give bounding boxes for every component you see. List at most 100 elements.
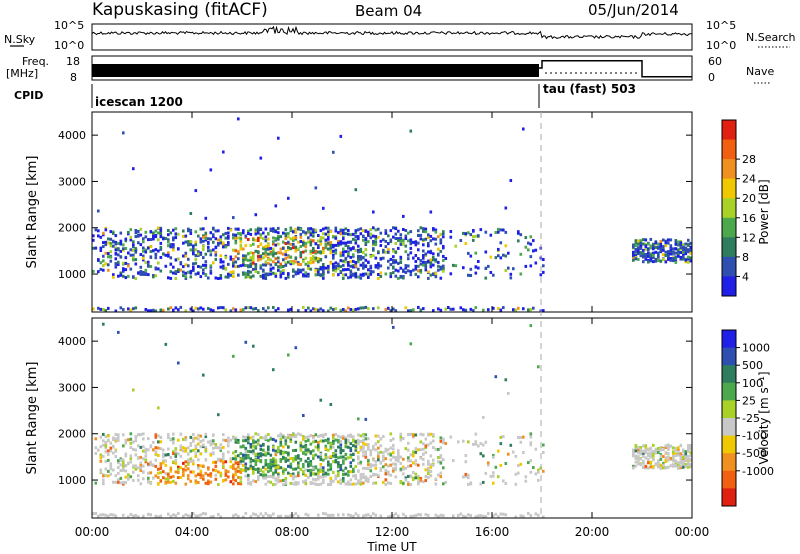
velocity-cell xyxy=(427,459,430,463)
velocity-cell xyxy=(474,432,478,436)
power-cell xyxy=(199,306,203,310)
velocity-cell xyxy=(379,450,383,454)
power-cell xyxy=(214,229,218,233)
power-cell xyxy=(309,238,313,242)
velocity-cell xyxy=(342,473,345,476)
velocity-cell xyxy=(204,435,208,439)
power-cell xyxy=(189,212,193,215)
power-cell xyxy=(359,306,363,310)
velocity-colorbar-swatch xyxy=(722,435,736,454)
power-cell xyxy=(169,256,173,260)
velocity-cell xyxy=(224,469,228,473)
power-colorbar-tick-label: 16 xyxy=(742,212,756,225)
velocity-cell xyxy=(652,465,655,469)
power-cell xyxy=(372,210,375,214)
velocity-cell xyxy=(249,460,253,464)
power-cell xyxy=(169,270,173,274)
velocity-cell xyxy=(642,451,645,455)
velocity-cell xyxy=(272,460,275,464)
power-cell xyxy=(392,259,395,262)
power-cell xyxy=(399,266,403,270)
velocity-cell xyxy=(309,468,313,472)
velocity-cell xyxy=(647,454,650,458)
velocity-cell xyxy=(679,461,683,465)
power-cell xyxy=(139,227,143,231)
velocity-cell xyxy=(637,462,640,466)
power-cell xyxy=(284,236,288,240)
velocity-cell xyxy=(129,446,133,450)
velocity-cell xyxy=(302,470,305,474)
velocity-cell xyxy=(402,467,405,471)
time-xlabel: Time UT xyxy=(366,540,417,554)
velocity-cell xyxy=(332,445,335,449)
velocity-cell xyxy=(362,445,365,448)
velocity-cell xyxy=(352,467,355,471)
velocity-cell xyxy=(219,474,223,478)
velocity-cell xyxy=(637,445,640,449)
power-cell xyxy=(132,253,135,257)
power-cell xyxy=(277,237,280,240)
velocity-cell xyxy=(352,444,355,448)
power-cell xyxy=(524,245,528,249)
velocity-cell xyxy=(122,433,125,437)
power-cell xyxy=(242,263,245,267)
velocity-cell xyxy=(687,447,690,450)
power-cell xyxy=(502,253,505,257)
power-cell xyxy=(247,265,250,269)
power-cell xyxy=(259,156,263,160)
velocity-cell xyxy=(127,473,130,477)
power-cell xyxy=(277,251,280,255)
power-cell xyxy=(632,258,635,262)
velocity-cell xyxy=(192,459,195,463)
velocity-cell xyxy=(369,469,373,473)
power-cell xyxy=(284,235,288,238)
power-cell xyxy=(119,273,123,277)
power-cell xyxy=(317,269,320,273)
power-cell xyxy=(117,242,120,245)
velocity-cell xyxy=(242,453,245,457)
velocity-cell xyxy=(302,480,305,484)
velocity-cell xyxy=(322,439,325,443)
power-cell xyxy=(407,309,410,313)
velocity-cell xyxy=(102,478,105,482)
power-cell xyxy=(264,239,268,243)
power-cell xyxy=(104,251,108,255)
power-cell xyxy=(317,257,320,260)
power-cell xyxy=(227,226,230,230)
velocity-cell xyxy=(684,455,688,459)
nsky-tick-high: 10^5 xyxy=(54,19,84,32)
velocity-cell xyxy=(484,471,488,475)
power-cell xyxy=(507,251,510,255)
power-cell xyxy=(104,309,108,313)
power-cell xyxy=(374,243,378,247)
power-colorbar-swatch xyxy=(722,237,736,258)
velocity-cell xyxy=(214,460,218,464)
power-cell xyxy=(182,274,185,278)
velocity-cell xyxy=(242,439,245,443)
power-cell xyxy=(407,231,410,235)
velocity-cell xyxy=(394,512,398,516)
power-cell xyxy=(424,260,428,264)
power-cell xyxy=(444,307,448,311)
velocity-cell xyxy=(367,447,370,451)
power-ylabel: Slant Range [km] xyxy=(25,156,40,269)
velocity-cell xyxy=(262,443,265,447)
power-cell xyxy=(302,273,305,277)
power-cell xyxy=(384,229,388,233)
velocity-cell xyxy=(407,481,410,485)
velocity-cell xyxy=(147,480,150,484)
velocity-cell xyxy=(324,472,328,476)
velocity-cell xyxy=(354,448,358,452)
velocity-cell xyxy=(522,451,525,454)
velocity-cell xyxy=(234,450,238,453)
power-cell xyxy=(352,308,355,312)
velocity-cell xyxy=(112,451,115,455)
power-cell xyxy=(244,275,248,279)
velocity-cell xyxy=(309,434,313,438)
power-cell xyxy=(439,267,443,271)
velocity-cell xyxy=(222,454,225,458)
power-cell xyxy=(329,249,333,253)
power-cell xyxy=(654,241,658,245)
power-cell xyxy=(184,276,188,280)
power-cell xyxy=(632,251,635,254)
